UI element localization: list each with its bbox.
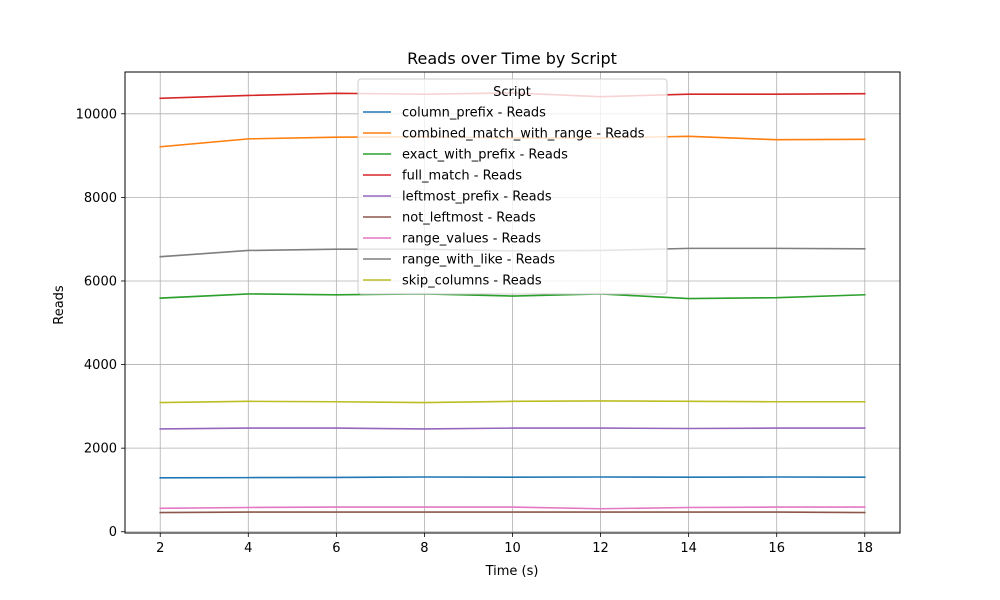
x-tick-label: 10: [504, 541, 521, 556]
legend-title: Script: [493, 85, 531, 100]
x-tick-label: 2: [156, 541, 164, 556]
legend-entry: skip_columns - Reads: [402, 274, 542, 289]
y-tick-label: 6000: [84, 274, 117, 289]
x-tick-label: 14: [680, 541, 697, 556]
x-tick-label: 16: [768, 541, 785, 556]
x-tick-label: 12: [592, 541, 609, 556]
x-tick-label: 6: [332, 541, 340, 556]
y-axis-label: Reads: [52, 285, 67, 325]
series-line: [159, 400, 866, 404]
y-tick-label: 4000: [84, 358, 117, 373]
y-tick-label: 0: [109, 525, 117, 540]
y-tick-label: 2000: [84, 442, 117, 457]
series-line: [159, 427, 866, 430]
x-tick-label: 8: [420, 541, 428, 556]
x-tick-label: 4: [244, 541, 252, 556]
y-tick-label: 10000: [76, 107, 117, 122]
x-axis-label: Time (s): [485, 564, 539, 579]
legend-entry: range_with_like - Reads: [402, 253, 555, 268]
legend-entry: full_match - Reads: [402, 169, 522, 184]
legend-entry: leftmost_prefix - Reads: [402, 190, 552, 205]
y-tick-label: 8000: [84, 191, 117, 206]
axis-ticks: 2 4 6 8 10 12 14 16 18 0 2000 4000 6000 8000 10000: [76, 107, 873, 556]
legend-entry: exact_with_prefix - Reads: [402, 148, 568, 163]
legend-entry: column_prefix - Reads: [402, 106, 546, 121]
legend: Script column_prefix - Reads combined_mat…: [357, 78, 668, 295]
series-line: [159, 506, 866, 510]
x-tick-label: 18: [856, 541, 873, 556]
chart-title: Reads over Time by Script: [407, 49, 617, 68]
legend-entry: range_values - Reads: [402, 232, 541, 247]
legend-box: [357, 78, 668, 295]
series-line: [159, 293, 866, 300]
legend-entry: not_leftmost - Reads: [402, 211, 536, 226]
legend-entry: combined_match_with_range - Reads: [402, 127, 645, 142]
series-line: [159, 476, 866, 479]
